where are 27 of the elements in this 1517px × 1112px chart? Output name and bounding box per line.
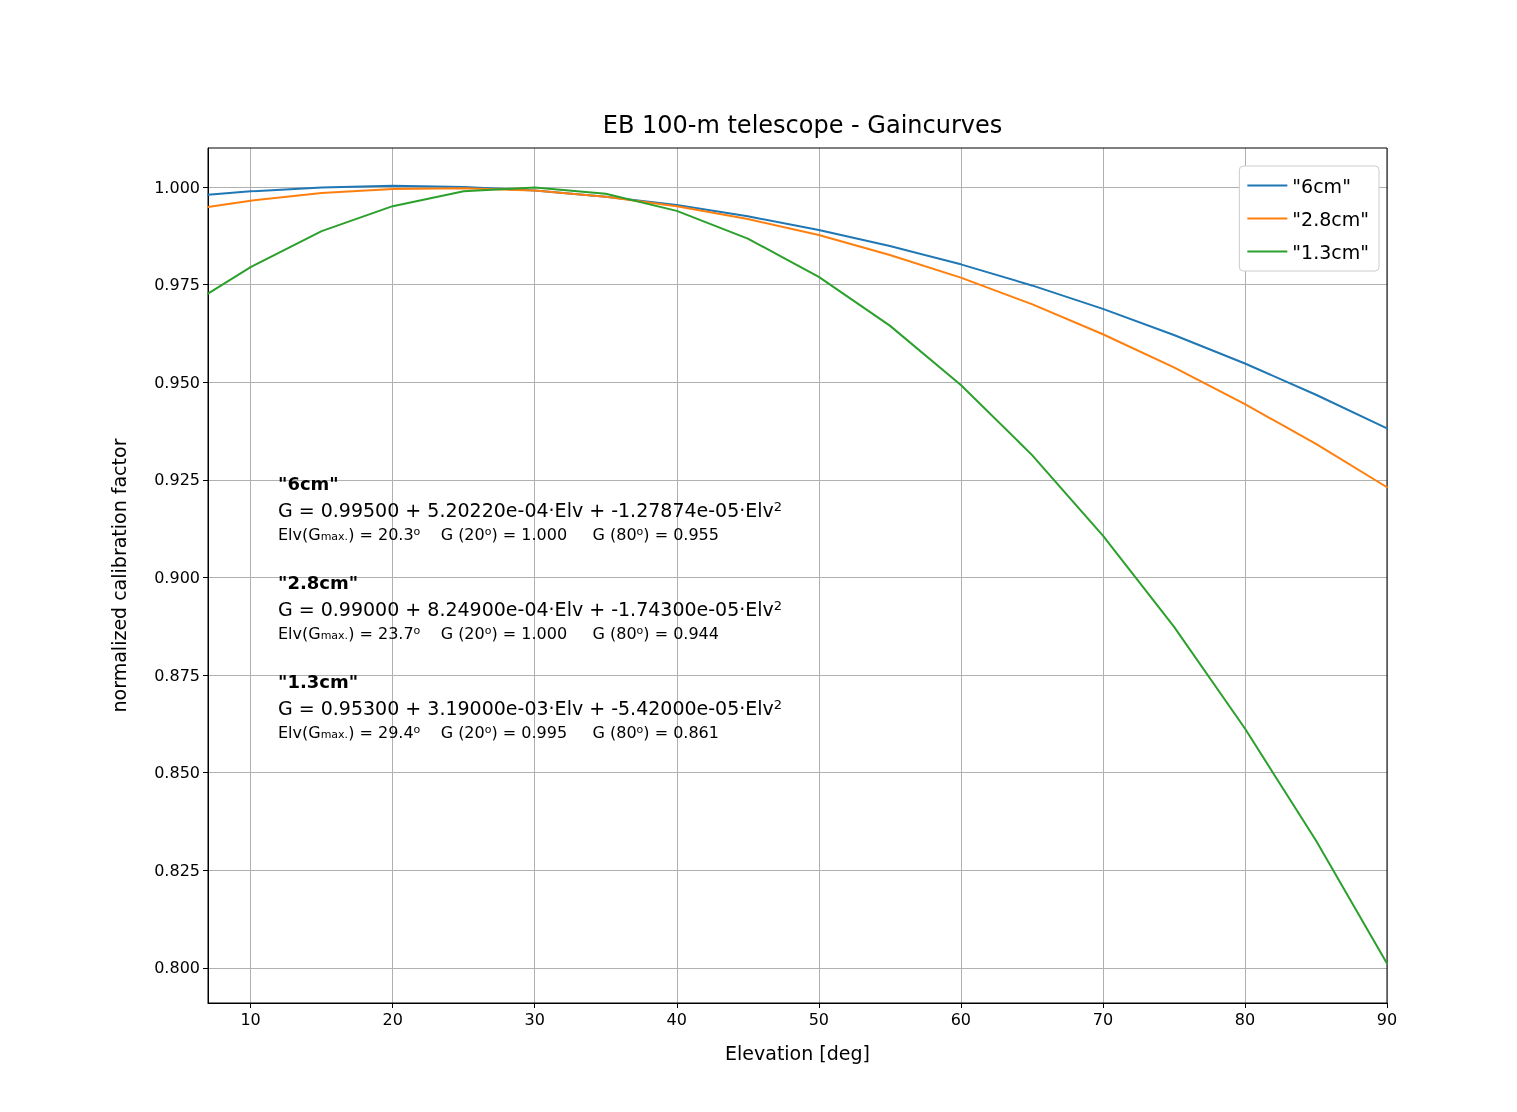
- y-tick-label: 1.000: [154, 177, 200, 197]
- x-tick-label: 60: [950, 1009, 972, 1029]
- y-tick-label: 0.975: [154, 275, 200, 295]
- legend-label: "1.3cm": [1292, 240, 1370, 263]
- x-tick-label: 40: [666, 1009, 687, 1029]
- annotation: "2.8cm": [278, 571, 359, 593]
- y-tick-label: 0.825: [154, 860, 200, 880]
- x-tick-label: 30: [524, 1009, 545, 1029]
- x-axis-title: Elevation [deg]: [725, 1041, 870, 1064]
- x-tick-label: 10: [240, 1009, 261, 1029]
- chart-title: EB 100-m telescope - Gaincurves: [602, 111, 1003, 139]
- y-tick-label: 0.950: [154, 372, 200, 392]
- annotation: "6cm": [278, 472, 339, 494]
- annotation: "1.3cm": [278, 670, 359, 692]
- y-tick-label: 0.900: [154, 567, 200, 587]
- x-tick-label: 80: [1234, 1009, 1256, 1029]
- x-tick-label: 90: [1376, 1009, 1398, 1029]
- y-axis-title: normalized calibration factor: [107, 438, 130, 713]
- x-tick-label: 20: [382, 1009, 403, 1029]
- y-tick-label: 0.875: [154, 665, 200, 685]
- legend-label: "2.8cm": [1292, 207, 1370, 230]
- y-tick-label: 0.925: [154, 470, 200, 490]
- y-tick-label: 0.800: [154, 958, 200, 978]
- x-tick-label: 70: [1092, 1009, 1114, 1029]
- legend-label: "6cm": [1292, 174, 1351, 197]
- y-tick-label: 0.850: [154, 763, 200, 783]
- x-tick-label: 50: [808, 1009, 829, 1029]
